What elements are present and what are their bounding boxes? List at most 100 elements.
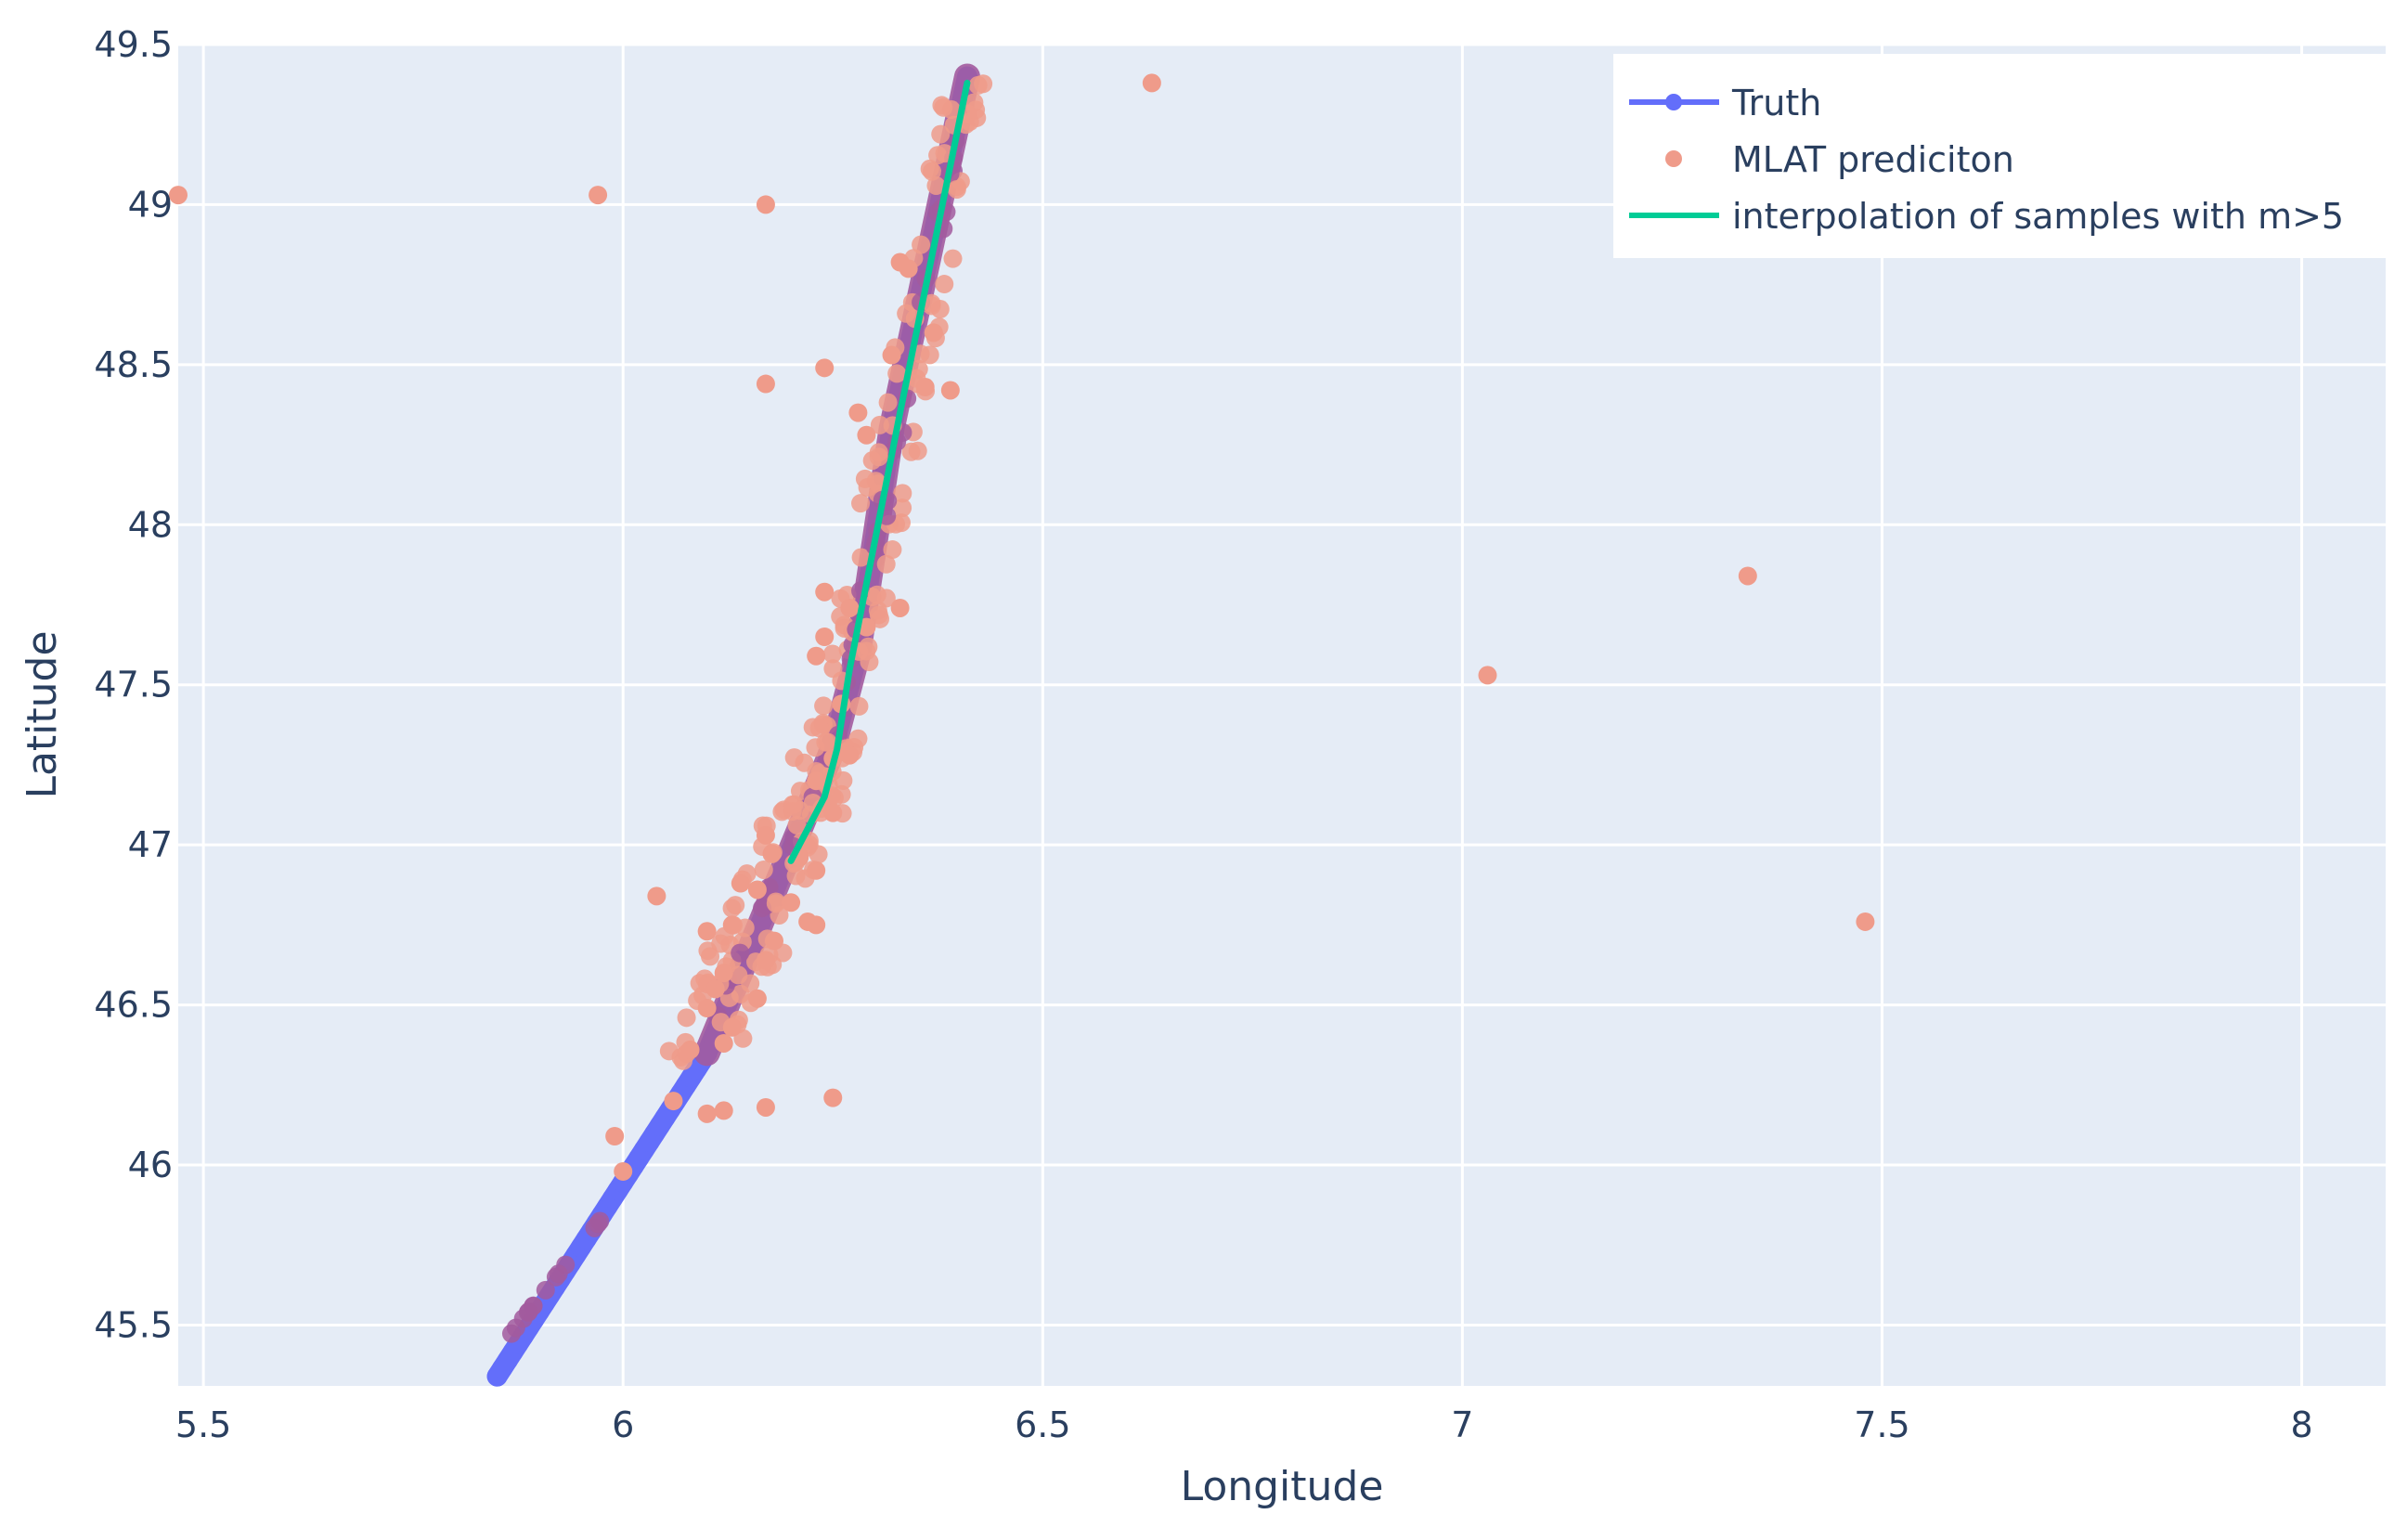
- mlat-point: [923, 162, 942, 181]
- mlat-point: [823, 803, 843, 822]
- y-tick-label: 45.5: [94, 1304, 173, 1345]
- mlat-point: [882, 345, 901, 365]
- mlat-point: [851, 548, 871, 567]
- mlat-point: [822, 644, 842, 664]
- mlat-point: [756, 1097, 775, 1117]
- legend-item-mlat[interactable]: MLAT prediciton: [1665, 139, 2014, 180]
- mlat-point: [697, 999, 717, 1018]
- mlat-point: [848, 403, 868, 422]
- mlat-point: [784, 748, 804, 768]
- mlat-point: [943, 249, 963, 268]
- mlat-point: [1142, 73, 1161, 93]
- mlat-point: [851, 494, 871, 513]
- mlat-point: [807, 861, 826, 880]
- y-tick-label: 46: [128, 1145, 173, 1185]
- x-tick-label: 7.5: [1854, 1404, 1909, 1445]
- mlat-point: [840, 745, 860, 765]
- mlat-point: [664, 1092, 683, 1111]
- mlat-point: [741, 974, 760, 993]
- legend-item-interpolation[interactable]: interpolation of samples with m>5: [1629, 196, 2344, 237]
- y-tick-label: 47: [128, 824, 173, 865]
- mlat-point: [501, 1324, 521, 1343]
- mlat-point: [840, 598, 860, 617]
- mlat-point: [722, 1017, 742, 1037]
- mlat-point: [926, 175, 946, 195]
- mlat-point: [823, 1088, 843, 1107]
- mlat-point: [659, 1042, 679, 1061]
- mlat-point: [824, 788, 844, 808]
- mlat-point: [647, 886, 666, 906]
- mlat-point: [1478, 666, 1497, 685]
- mlat-point: [766, 894, 785, 913]
- plot-background: [178, 45, 2386, 1386]
- mlat-point: [714, 964, 733, 983]
- mlat-point: [883, 540, 902, 560]
- legend-interpolation-label: interpolation of samples with m>5: [1732, 196, 2344, 237]
- legend: Truth MLAT prediciton interpolation of s…: [1613, 54, 2386, 258]
- mlat-point: [867, 585, 886, 604]
- mlat-point: [756, 951, 775, 970]
- mlat-point: [589, 186, 608, 205]
- mlat-point: [922, 293, 941, 313]
- y-tick-label: 49.5: [94, 24, 173, 65]
- mlat-point: [747, 989, 767, 1008]
- mlat-point: [705, 979, 725, 999]
- mlat-point: [908, 441, 927, 460]
- mlat-point: [887, 364, 907, 383]
- y-tick-label: 47.5: [94, 665, 173, 705]
- mlat-point: [899, 259, 918, 278]
- mlat-point: [890, 598, 910, 617]
- mlat-point: [966, 100, 986, 120]
- legend-truth-label: Truth: [1731, 83, 1821, 123]
- mlat-point: [763, 843, 783, 862]
- mlat-point: [782, 893, 801, 912]
- tick-labels: 5.5 6 6.5 7 7.5 8 45.5 46 46.5 47 47.5 48 48.5 49 49.5: [94, 24, 2312, 1445]
- mlat-point: [731, 943, 750, 963]
- mlat-point: [524, 1297, 543, 1316]
- x-tick-label: 5.5: [175, 1404, 231, 1445]
- mlat-point: [756, 195, 775, 214]
- mlat-point: [858, 478, 877, 498]
- mlat-point: [677, 1008, 696, 1028]
- mlat-point: [697, 1104, 717, 1123]
- plot-area: [169, 63, 1875, 1387]
- y-tick-label: 49: [128, 184, 173, 225]
- mlat-point: [940, 381, 960, 400]
- legend-background: [1613, 54, 2386, 258]
- mlat-point: [878, 393, 898, 412]
- mlat-point: [893, 498, 912, 518]
- mlat-point: [974, 74, 993, 94]
- mlat-point: [731, 874, 750, 893]
- mlat-point: [605, 1127, 625, 1146]
- mlat-point: [947, 179, 966, 199]
- mlat-point: [931, 124, 951, 144]
- legend-truth-marker-swatch: [1665, 94, 1682, 110]
- legend-mlat-marker-swatch: [1665, 150, 1682, 167]
- mlat-point: [722, 899, 742, 918]
- mlat-point: [783, 795, 802, 814]
- mlat-point: [614, 1161, 633, 1181]
- mlat-point: [935, 275, 954, 294]
- x-axis-title: Longitude: [1181, 1463, 1384, 1510]
- mlat-point: [834, 770, 853, 790]
- mlat-point: [747, 880, 767, 899]
- mlat-point: [1738, 566, 1757, 586]
- mlat-point: [701, 947, 720, 966]
- mlat-point: [714, 1033, 733, 1053]
- mlat-point: [815, 628, 835, 647]
- mlat-point: [815, 582, 835, 602]
- mlat-point: [924, 323, 943, 343]
- grid-lines: [178, 43, 2386, 1386]
- mlat-point: [857, 425, 876, 445]
- legend-item-truth[interactable]: Truth: [1629, 83, 1821, 123]
- legend-mlat-label: MLAT prediciton: [1732, 139, 2014, 180]
- mlat-point: [754, 860, 773, 879]
- mlat-point: [870, 415, 889, 434]
- y-tick-label: 48.5: [94, 344, 173, 385]
- mlat-point: [915, 378, 935, 397]
- y-axis-title: Latitude: [19, 630, 66, 798]
- mlat-point: [722, 915, 742, 935]
- mlat-point: [934, 97, 953, 117]
- mlat-point: [849, 696, 869, 716]
